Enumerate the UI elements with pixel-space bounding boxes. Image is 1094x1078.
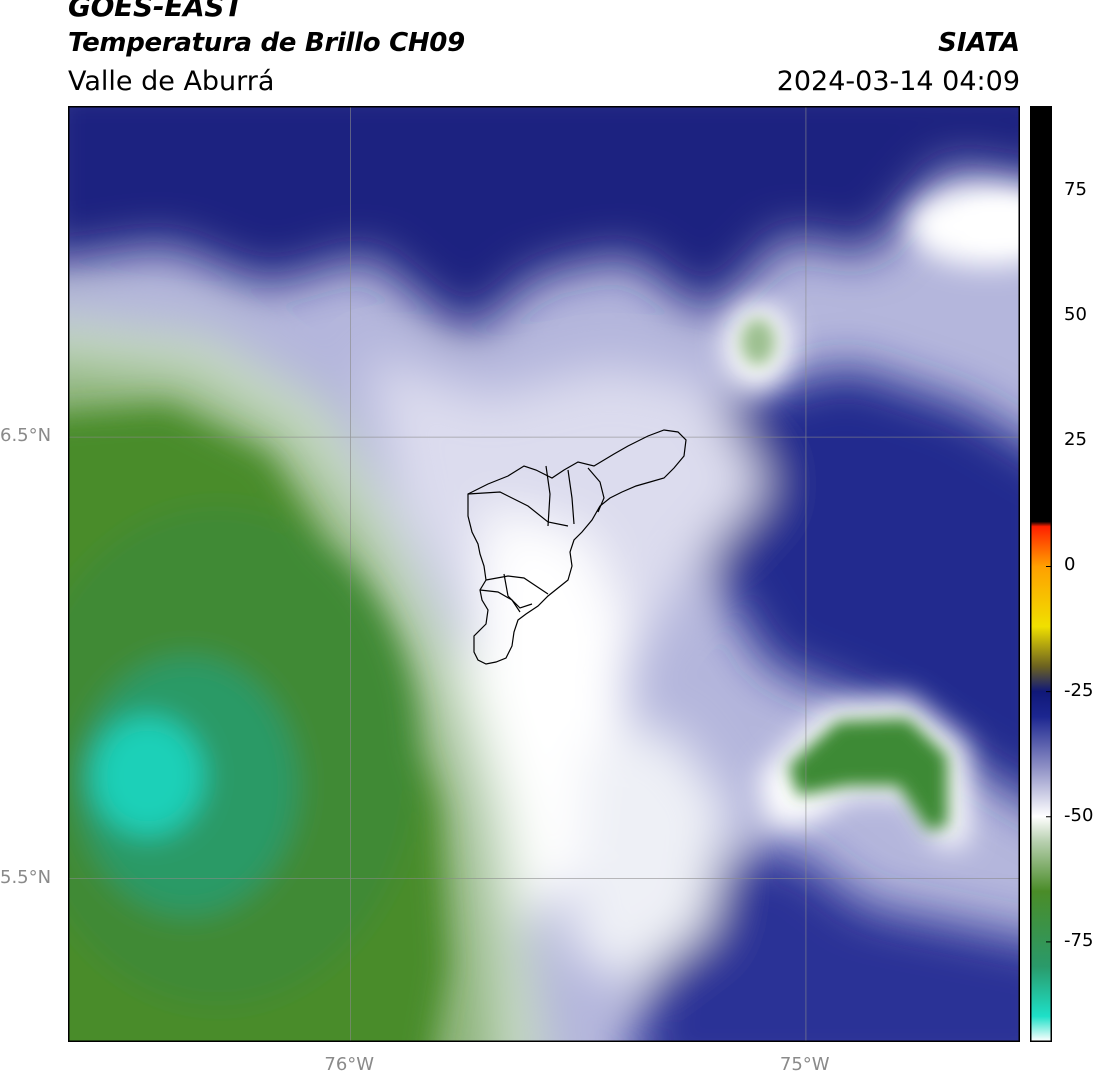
colorbar-tick-label: -25 [1064, 679, 1094, 701]
colorbar-tick-label: -50 [1064, 804, 1094, 826]
lat-label-north: 6.5°N [0, 425, 52, 447]
lon-label-east: 75°W [779, 1054, 830, 1075]
brightness-temperature-map [68, 106, 1020, 1042]
colorbar-tick-label: -75 [1064, 929, 1094, 951]
temperature-colorbar [1030, 106, 1052, 1042]
lat-lon-gridlines [68, 106, 1020, 1042]
colorbar-tick-label: 25 [1064, 429, 1087, 451]
colorbar-tick-label: 50 [1064, 304, 1087, 326]
temperature-field [68, 106, 1020, 1042]
satellite-title: GOES-EAST [68, 0, 244, 23]
colorbar-tick-label: 75 [1064, 179, 1087, 201]
lat-label-south: 5.5°N [0, 866, 52, 888]
valle-de-aburra-boundary [467, 429, 687, 665]
product-title: Temperatura de Brillo CH09 [68, 28, 465, 58]
colorbar-tick-label: 0 [1064, 554, 1076, 576]
timestamp-label: 2024-03-14 04:09 [776, 66, 1020, 97]
region-label: Valle de Aburrá [68, 66, 275, 97]
organization-label: SIATA [938, 28, 1020, 58]
map-frame [68, 106, 1020, 1042]
lon-label-west: 76°W [324, 1054, 375, 1075]
